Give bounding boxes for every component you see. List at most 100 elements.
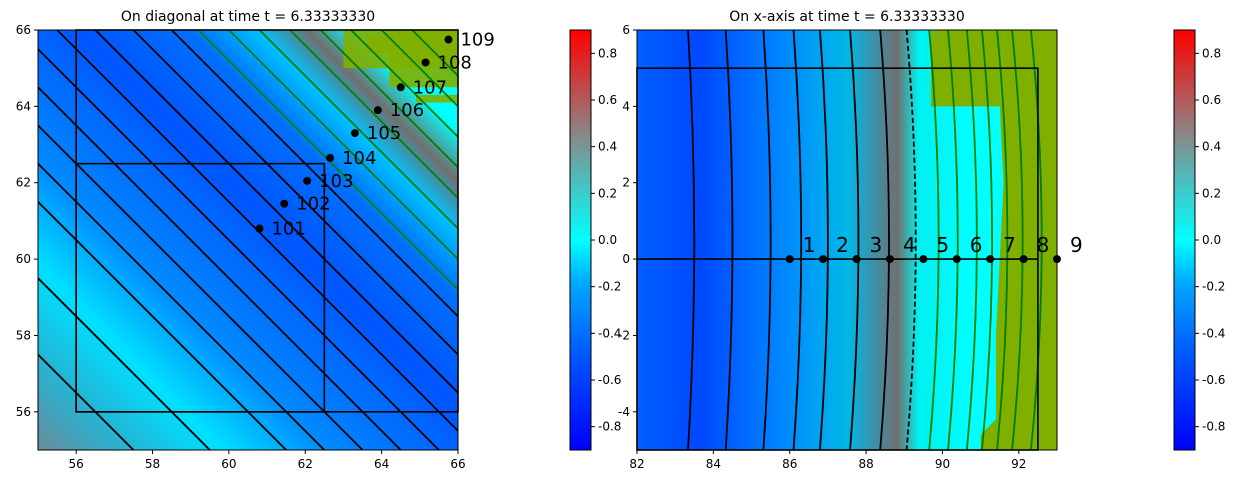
- right-y-tick-label: 2: [622, 176, 630, 190]
- right-point-label: 4: [903, 233, 916, 257]
- right-point-marker: [1019, 255, 1028, 264]
- right-contour-line: [1011, 30, 1024, 450]
- left-y-tick-label: 58: [16, 328, 31, 342]
- colorbar-tick-label: -0.6: [1202, 373, 1225, 387]
- right-x-tick-label: 86: [782, 457, 797, 471]
- left-point-label: 102: [296, 194, 330, 215]
- left-contour-line: [411, 30, 458, 77]
- right-colorbar-ticks: -0.8 -0.6 -0.4 -0.2 0.0 0.2 0.4 0.6 0.8: [1195, 46, 1225, 434]
- left-contour-line: [38, 201, 287, 450]
- left-y-tick-label: 66: [16, 23, 31, 37]
- left-colorbar: -0.8 -0.6 -0.4 -0.2 0.0 0.2 0.4 0.6 0.8: [569, 29, 621, 451]
- right-contour-line: [687, 30, 696, 450]
- colorbar-tick-label: 0.0: [1202, 233, 1221, 247]
- colorbar-tick-label: -0.2: [598, 280, 621, 294]
- left-contour-line: [38, 162, 326, 450]
- left-x-tick-label: 58: [145, 457, 160, 471]
- left-axes-frame: [37, 29, 459, 451]
- right-y-tick-label: -2: [618, 328, 630, 342]
- right-contour-line: [792, 30, 803, 450]
- colorbar-tick-label: 0.0: [598, 233, 617, 247]
- left-contour-line: [94, 30, 458, 394]
- right-panel: On x-axis at time t = 6.33333330 82 84 86 8…: [618, 9, 1083, 471]
- colorbar-tick-label: 0.8: [1202, 46, 1221, 60]
- right-point-label: 2: [836, 233, 849, 257]
- left-contour-line: [38, 353, 135, 450]
- right-point-marker: [885, 255, 894, 264]
- left-point-label: 103: [319, 171, 353, 192]
- left-point-marker: [373, 106, 382, 115]
- right-contour-line: [996, 30, 1009, 450]
- left-contour-line: [228, 30, 458, 260]
- left-point-label: 101: [271, 219, 305, 240]
- left-point-marker: [396, 83, 405, 92]
- left-contour-line: [132, 30, 458, 356]
- left-contour-line: [38, 86, 402, 450]
- colorbar-tick-label: 0.6: [1202, 93, 1221, 107]
- colorbar-tick-label: 0.4: [598, 140, 617, 154]
- right-contour-line: [905, 30, 917, 450]
- left-chart-title: On diagonal at time t = 6.33333330: [121, 9, 375, 25]
- left-point-marker: [303, 176, 312, 185]
- colorbar-tick-label: -0.8: [1202, 420, 1225, 434]
- right-point-label: 1: [803, 233, 816, 257]
- colorbar-tick-label: 0.8: [598, 46, 617, 60]
- right-y-tick-label: 6: [622, 23, 630, 37]
- right-point-label: 9: [1070, 233, 1083, 257]
- left-x-ticks: 56 58 60 62 64 66: [69, 450, 466, 471]
- left-point-marker: [280, 199, 289, 208]
- right-contour-line: [819, 30, 829, 450]
- left-x-tick-label: 62: [298, 457, 313, 471]
- right-chart-title: On x-axis at time t = 6.33333330: [729, 9, 965, 25]
- colorbar-tick-label: 0.2: [1202, 186, 1221, 200]
- right-point-marker: [986, 255, 995, 264]
- right-point-marker: [819, 255, 828, 264]
- left-region-patch: [389, 30, 458, 88]
- left-contour-line: [38, 48, 440, 450]
- right-point-marker: [919, 255, 928, 264]
- left-contour-line: [350, 30, 458, 138]
- left-point-label: 105: [367, 123, 401, 144]
- right-contour-line: [965, 30, 978, 450]
- left-contour-line: [380, 30, 458, 108]
- left-x-tick-label: 56: [69, 457, 84, 471]
- right-contour-line: [947, 30, 959, 450]
- right-y-ticks: -4 -2 0 2 4 6: [618, 23, 637, 419]
- right-point-label: 6: [970, 233, 983, 257]
- right-contour-line: [724, 30, 734, 450]
- right-x-ticks: 82 84 86 88 90 92: [629, 450, 1026, 471]
- left-contour-line: [258, 30, 458, 230]
- left-contour-line: [319, 30, 458, 169]
- right-axes-frame: [636, 29, 1058, 451]
- left-point-label: 108: [438, 52, 472, 73]
- right-point-marker: [852, 255, 861, 264]
- right-x-tick-label: 88: [858, 457, 873, 471]
- right-contour-lines: [687, 30, 1043, 450]
- left-region-patch: [366, 33, 394, 53]
- left-point-marker: [350, 129, 359, 138]
- left-point-marker: [421, 58, 430, 67]
- left-y-tick-label: 60: [16, 252, 31, 266]
- right-point-marker: [952, 255, 961, 264]
- colorbar-tick-label: 0.2: [598, 186, 617, 200]
- colorbar-tick-label: -0.8: [598, 420, 621, 434]
- right-y-tick-label: -4: [618, 405, 630, 419]
- right-contour-line: [928, 30, 940, 450]
- colorbar-tick-label: 0.6: [598, 93, 617, 107]
- left-point-label: 106: [390, 100, 424, 121]
- left-panel: On diagonal at time t = 6.33333330 56 58 6…: [16, 9, 495, 471]
- left-colorbar-ticks: -0.8 -0.6 -0.4 -0.2 0.0 0.2 0.4 0.6 0.8: [591, 46, 621, 434]
- right-contour-line: [981, 30, 993, 450]
- right-colorbar-bar: [1173, 29, 1196, 451]
- right-y-tick-label: 4: [622, 99, 630, 113]
- colorbar-tick-label: -0.4: [598, 326, 621, 340]
- left-x-tick-label: 60: [221, 457, 236, 471]
- left-point-marker: [326, 153, 335, 162]
- right-contour-line: [1030, 30, 1043, 450]
- left-heatmap-field: [38, 30, 458, 450]
- right-point-label: 8: [1037, 233, 1050, 257]
- right-contour-line: [879, 30, 890, 450]
- left-contour-line: [38, 277, 211, 450]
